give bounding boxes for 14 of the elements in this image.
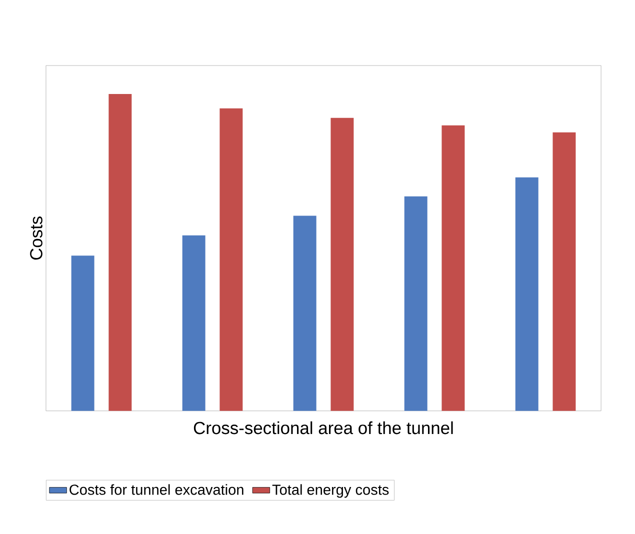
bar xyxy=(108,94,132,411)
bar xyxy=(442,125,465,411)
x-axis-title: Cross-sectional area of the tunnel xyxy=(194,421,453,434)
bar xyxy=(182,235,206,411)
bar xyxy=(330,118,354,411)
legend-label: Costs for tunnel excavation xyxy=(70,484,244,495)
y-axis-title: Costs xyxy=(30,216,42,260)
bar xyxy=(404,196,428,411)
bar xyxy=(71,255,94,411)
bar xyxy=(552,132,576,411)
bar xyxy=(293,216,316,411)
bar xyxy=(220,108,243,411)
legend-label: Total energy costs xyxy=(272,484,389,498)
bar xyxy=(515,177,538,411)
